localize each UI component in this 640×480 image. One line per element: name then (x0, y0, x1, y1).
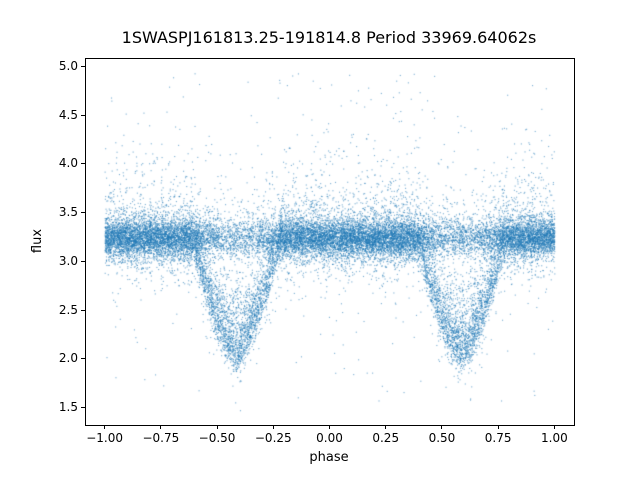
x-tick-mark (441, 425, 443, 429)
y-tick-mark (81, 65, 85, 67)
y-tick-label: 1.5 (58, 400, 78, 415)
x-tick-mark (497, 425, 499, 429)
y-tick-mark (81, 212, 85, 214)
x-tick-mark (104, 425, 106, 429)
y-axis-label: flux (30, 228, 45, 254)
x-tick-mark (553, 425, 555, 429)
y-tick-mark (81, 114, 85, 116)
y-tick-mark (81, 358, 85, 360)
x-tick-mark (216, 425, 218, 429)
x-tick-label: −0.25 (254, 431, 292, 445)
x-tick-label: 0.00 (316, 431, 343, 445)
x-tick-label: −0.50 (198, 431, 236, 445)
x-tick-mark (160, 425, 162, 429)
x-tick-label: 0.75 (484, 431, 512, 445)
x-tick-label: 1.00 (541, 431, 568, 445)
x-tick-label: −0.75 (142, 431, 180, 445)
x-tick-label: −1.00 (86, 431, 123, 445)
y-tick-label: 2.0 (58, 351, 78, 366)
plot-area (85, 58, 575, 426)
y-tick-mark (81, 260, 85, 262)
y-tick-mark (81, 163, 85, 165)
x-tick-mark (329, 425, 330, 429)
y-tick-mark (81, 407, 85, 409)
x-tick-label: 0.50 (428, 431, 456, 445)
y-tick-mark (81, 309, 85, 311)
y-tick-label: 3.5 (58, 205, 78, 220)
y-tick-label: 5.0 (58, 58, 78, 73)
x-tick-mark (272, 425, 274, 429)
chart-title: 1SWASPJ161813.25-191814.8 Period 33969.6… (121, 28, 537, 47)
x-tick-label: 0.25 (372, 431, 400, 445)
y-tick-label: 4.5 (58, 107, 78, 122)
y-tick-label: 2.5 (58, 302, 78, 317)
y-tick-label: 3.0 (58, 253, 78, 268)
x-tick-mark (385, 425, 387, 429)
x-axis-label: phase (309, 450, 349, 465)
y-tick-label: 4.0 (58, 156, 78, 171)
scatter-canvas (86, 59, 574, 425)
